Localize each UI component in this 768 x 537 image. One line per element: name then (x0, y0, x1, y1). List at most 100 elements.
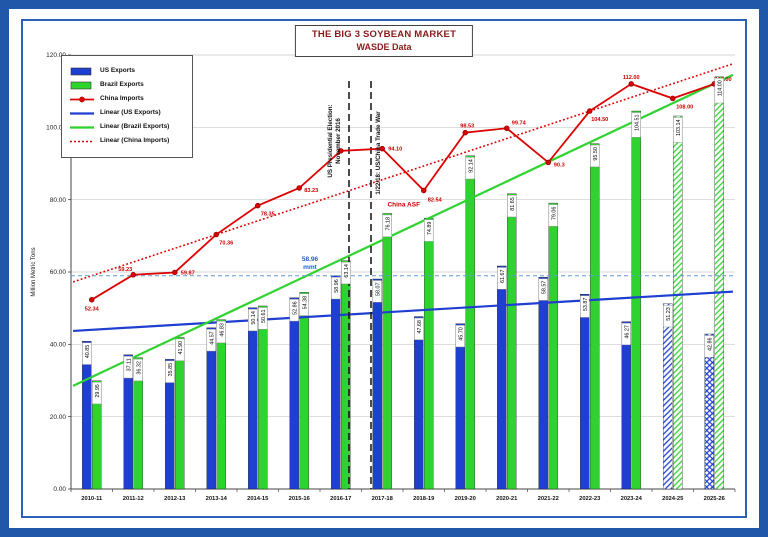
svg-text:82.54: 82.54 (428, 197, 443, 203)
svg-text:78.35: 78.35 (261, 212, 275, 218)
svg-text:35.85: 35.85 (168, 363, 174, 377)
svg-text:112.00: 112.00 (623, 75, 640, 81)
chart-title: THE BIG 3 SOYBEAN MARKET (311, 29, 457, 40)
svg-text:2020-21: 2020-21 (496, 496, 518, 502)
svg-text:China ASF: China ASF (387, 201, 420, 208)
svg-text:Million Metric Tons: Million Metric Tons (31, 247, 37, 296)
legend-item-linear-brazil: Linear (Brazil Exports) (70, 123, 184, 132)
svg-text:114.00: 114.00 (717, 80, 723, 96)
svg-text:81.65: 81.65 (510, 197, 516, 211)
svg-text:76.18: 76.18 (385, 217, 391, 231)
svg-text:November 2016: November 2016 (335, 118, 342, 164)
linear-us-line-swatch-icon (70, 112, 94, 115)
svg-text:104.51: 104.51 (634, 115, 640, 131)
svg-text:40.85: 40.85 (85, 345, 91, 359)
svg-text:58.96: 58.96 (334, 279, 340, 293)
svg-text:29.95: 29.95 (95, 384, 101, 398)
svg-text:mmt: mmt (303, 264, 318, 271)
svg-text:0.00: 0.00 (53, 486, 66, 493)
svg-text:70.36: 70.36 (219, 241, 233, 247)
svg-text:47.68: 47.68 (417, 320, 423, 334)
svg-text:45.70: 45.70 (458, 327, 464, 341)
svg-text:46.27: 46.27 (624, 325, 630, 339)
legend-label: Brazil Exports (100, 81, 144, 89)
svg-text:58.57: 58.57 (541, 281, 547, 295)
svg-text:58.07: 58.07 (375, 282, 381, 296)
svg-text:83.23: 83.23 (304, 188, 318, 194)
svg-text:1/22/18: US/China Trade War: 1/22/18: US/China Trade War (375, 111, 382, 195)
svg-text:52.34: 52.34 (85, 307, 100, 313)
legend-label: Linear (US Exports) (100, 109, 161, 117)
svg-text:50.14: 50.14 (251, 311, 257, 325)
svg-text:2017-18: 2017-18 (372, 496, 394, 502)
svg-text:59.87: 59.87 (181, 270, 195, 276)
legend-item-brazil-exports: Brazil Exports (70, 81, 184, 90)
svg-text:74.89: 74.89 (427, 222, 433, 236)
chart-subtitle: WASDE Data (356, 42, 412, 52)
svg-text:51.23: 51.23 (666, 307, 672, 321)
svg-text:54.38: 54.38 (302, 296, 308, 310)
svg-text:120.00: 120.00 (46, 52, 66, 59)
svg-text:104.50: 104.50 (591, 117, 608, 123)
svg-text:46.83: 46.83 (219, 323, 225, 337)
svg-text:44.57: 44.57 (209, 331, 215, 345)
svg-text:2015-16: 2015-16 (289, 496, 311, 502)
svg-text:59.23: 59.23 (118, 267, 132, 273)
svg-text:95.50: 95.50 (593, 147, 599, 161)
svg-text:41.90: 41.90 (178, 341, 184, 355)
svg-text:36.32: 36.32 (136, 361, 142, 375)
legend: US Exports Brazil Exports China Imports … (61, 55, 193, 158)
legend-label: China Imports (100, 95, 144, 103)
chart-title-box: THE BIG 3 SOYBEAN MARKET WASDE Data (294, 25, 474, 57)
us-exports-bar-swatch-icon (70, 67, 92, 76)
svg-text:90.3: 90.3 (554, 162, 565, 168)
brazil-exports-bar-swatch-icon (70, 81, 92, 90)
legend-item-china-imports: China Imports (70, 95, 184, 104)
legend-item-us-exports: US Exports (70, 67, 184, 76)
svg-text:42.86: 42.86 (707, 337, 713, 351)
svg-text:53.87: 53.87 (583, 298, 589, 312)
svg-text:63.14: 63.14 (344, 264, 350, 278)
svg-text:98.53: 98.53 (460, 124, 474, 130)
svg-text:80.00: 80.00 (50, 197, 67, 204)
svg-text:37.11: 37.11 (126, 358, 132, 371)
legend-label: Linear (Brazil Exports) (100, 123, 170, 131)
svg-text:79.06: 79.06 (551, 207, 557, 221)
svg-text:58.96: 58.96 (302, 256, 319, 263)
svg-text:99.74: 99.74 (512, 120, 527, 126)
svg-text:2024-25: 2024-25 (662, 496, 684, 502)
svg-text:2016-17: 2016-17 (330, 496, 351, 502)
svg-text:100.00: 100.00 (46, 125, 66, 132)
svg-text:94.10: 94.10 (388, 147, 402, 153)
svg-text:2012-13: 2012-13 (164, 496, 186, 502)
svg-text:92.14: 92.14 (468, 159, 474, 173)
china-imports-line-swatch-icon (70, 96, 94, 103)
svg-text:2023-24: 2023-24 (621, 496, 643, 502)
svg-text:50.61: 50.61 (261, 309, 267, 323)
svg-text:2010-11: 2010-11 (81, 496, 103, 502)
svg-text:2025-26: 2025-26 (704, 496, 726, 502)
svg-text:2021-22: 2021-22 (538, 496, 559, 502)
legend-item-linear-china: Linear (China Imports) (70, 137, 184, 146)
legend-label: US Exports (100, 67, 136, 75)
svg-text:108.00: 108.00 (676, 104, 693, 110)
legend-label: Linear (China Imports) (100, 137, 170, 145)
svg-text:60.00: 60.00 (50, 269, 67, 276)
svg-text:40.00: 40.00 (50, 342, 67, 349)
svg-text:US Presidential Election:: US Presidential Election: (327, 104, 334, 177)
svg-text:2018-19: 2018-19 (413, 496, 435, 502)
linear-brazil-line-swatch-icon (70, 126, 94, 129)
svg-text:20.00: 20.00 (50, 414, 67, 421)
chart-panel: 0.00 20.00 40.00 60.00 80.00 100.00 120.00 Mill… (21, 19, 747, 518)
legend-item-linear-us: Linear (US Exports) (70, 109, 184, 118)
svg-text:2022-23: 2022-23 (579, 496, 601, 502)
svg-text:61.67: 61.67 (500, 269, 506, 283)
chart-canvas: 0.00 20.00 40.00 60.00 80.00 100.00 120.00 Mill… (31, 52, 736, 502)
svg-text:103.14: 103.14 (676, 119, 682, 135)
svg-text:2019-20: 2019-20 (455, 496, 476, 502)
svg-text:52.86: 52.86 (292, 301, 298, 315)
svg-text:2013-14: 2013-14 (206, 496, 228, 502)
svg-text:2014-15: 2014-15 (247, 496, 269, 502)
linear-china-dotted-swatch-icon (70, 140, 94, 143)
